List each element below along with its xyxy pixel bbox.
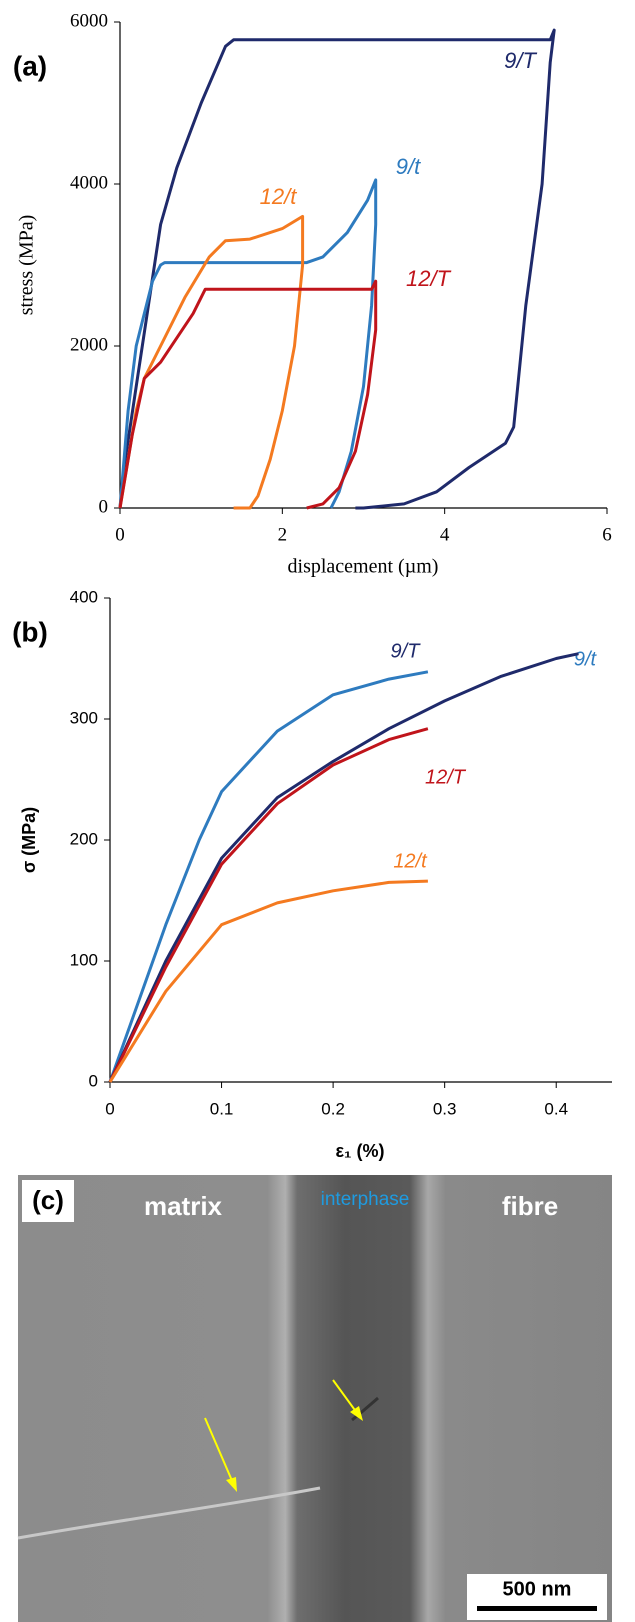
series-label: 9/T — [504, 48, 537, 73]
arrow — [204, 1417, 234, 1484]
x-tick-label: 4 — [440, 524, 450, 545]
sem-image — [18, 1175, 612, 1622]
panel-label-box — [22, 1180, 74, 1222]
x-tick-label: 0.4 — [544, 1099, 568, 1118]
series-line — [118, 279, 378, 510]
region-label: interphase — [321, 1189, 410, 1210]
x-tick-label: 0.3 — [433, 1099, 457, 1118]
series-label: 12/t — [260, 184, 298, 209]
scale-bar-box — [467, 1574, 607, 1620]
arrow — [332, 1379, 358, 1414]
y-tick-label: 0 — [99, 496, 109, 517]
series-label: 9/t — [396, 154, 421, 179]
y-tick-label: 4000 — [70, 172, 108, 193]
series-label: 12/t — [393, 850, 428, 872]
series-label: 9/t — [574, 648, 598, 670]
x-axis-label: displacement (µm) — [288, 556, 439, 578]
y-tick-label: 200 — [70, 829, 98, 848]
series-line — [108, 727, 429, 1083]
y-axis-label: stress (MPa) — [16, 215, 38, 316]
crack — [17, 1486, 321, 1540]
series-line — [108, 652, 579, 1083]
x-axis-label: ε₁ (%) — [336, 1141, 385, 1161]
y-tick-label: 300 — [70, 708, 98, 727]
panel-label: (a) — [13, 50, 47, 81]
panel-label: (c) — [32, 1185, 64, 1215]
y-tick-label: 0 — [89, 1071, 98, 1090]
y-axis-label: σ (MPa) — [19, 807, 39, 873]
series-line — [108, 670, 429, 1083]
x-tick-label: 6 — [602, 524, 612, 545]
y-tick-label: 6000 — [70, 10, 108, 31]
series-label: 9/T — [391, 640, 422, 662]
y-tick-label: 400 — [70, 587, 98, 606]
x-tick-label: 0 — [115, 524, 125, 545]
x-tick-label: 0 — [105, 1099, 114, 1118]
panel-label: (b) — [12, 616, 48, 647]
arrow-head — [226, 1477, 237, 1492]
region-label: matrix — [144, 1191, 223, 1221]
crack — [351, 1396, 379, 1422]
scale-bar — [477, 1606, 597, 1611]
scale-bar-label: 500 nm — [503, 1578, 572, 1600]
y-tick-label: 2000 — [70, 334, 108, 355]
arrow-head — [350, 1406, 363, 1421]
x-tick-label: 0.1 — [210, 1099, 234, 1118]
panel-c: (c) matrix interphase fibre 500 nm — [17, 1175, 612, 1622]
y-tick-label: 100 — [70, 950, 98, 969]
series-label: 12/T — [406, 266, 452, 291]
x-tick-label: 2 — [278, 524, 288, 545]
series-label: 12/T — [425, 766, 467, 788]
series-line — [118, 28, 556, 510]
region-label: fibre — [502, 1191, 558, 1221]
x-tick-label: 0.2 — [321, 1099, 345, 1118]
series-line — [118, 178, 378, 509]
series-line — [108, 879, 428, 1083]
series-line — [118, 214, 305, 510]
